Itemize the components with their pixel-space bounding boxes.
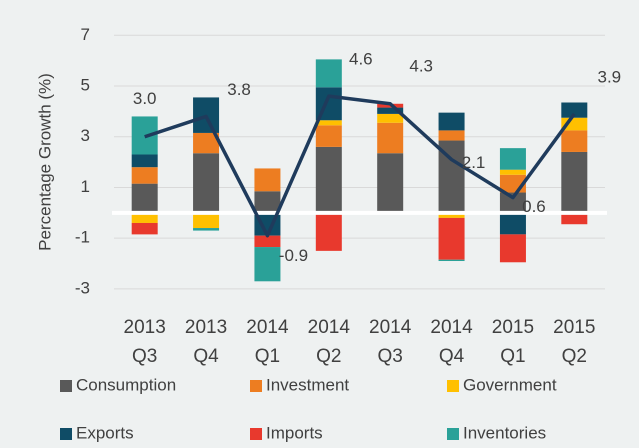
x-tick-label: Q1 [500,346,525,367]
bar-segment [561,212,588,225]
legend-swatch [250,380,262,392]
bar-segment [315,125,342,147]
bar-segment [315,146,342,213]
bar-segment [131,212,158,223]
bar-segment [438,130,465,141]
bar-segment [561,130,588,152]
bar-segment [377,113,404,123]
bar-segment [438,112,465,131]
bar-segment [499,192,526,213]
data-label: 4.3 [409,56,433,75]
bar-segment [499,234,526,263]
y-tick-label: 7 [81,25,90,44]
bar-segment [131,222,158,235]
bar-segment [438,212,465,218]
data-label: 3.8 [227,80,251,99]
bar-segment [377,107,404,114]
bar-segment [499,212,526,235]
x-tick-label: 2013 [124,317,166,338]
x-tick-label: 2014 [246,317,289,338]
legend-swatch [60,380,72,392]
legend-label: Investment [266,375,349,394]
x-tick-label: 2013 [185,317,227,338]
bar-segment [438,259,465,262]
bar-segment [315,59,342,88]
legend-label: Imports [266,423,323,442]
legend-label: Inventories [463,423,546,442]
line [144,94,576,238]
x-tick-label: Q4 [193,346,219,367]
x-tick-label: Q2 [316,346,341,367]
x-tick-label: Q1 [255,346,280,367]
y-tick-label: 5 [81,75,90,94]
bar-segment [131,167,158,184]
bar-segment [254,168,281,192]
bar-segment [131,183,158,213]
data-label: 2.1 [462,153,486,172]
bar-segment [131,154,158,168]
y-axis-label: Percentage Growth (%) [35,73,54,251]
data-label: 3.9 [597,67,621,86]
data-label: -0.9 [279,246,308,265]
bar-segment [315,120,342,126]
bar-segment [193,153,220,213]
x-tick-label: Q4 [439,346,465,367]
bar-segment [254,247,281,282]
bar-segment [254,235,281,248]
bar-segment [377,122,404,154]
y-tick-label: -3 [75,278,90,297]
bar-segment [561,102,588,118]
bar-segment [193,228,220,231]
x-tick-label: 2015 [553,317,595,338]
x-tick-label: Q3 [132,346,157,367]
y-tick-label: 3 [81,126,90,145]
y-tick-label: -1 [75,228,90,247]
y-tick-label: 1 [81,177,90,196]
bar-segment [499,169,526,175]
bar-segment [315,212,342,251]
x-tick-label: 2015 [492,317,534,338]
x-tick-label: 2014 [430,317,473,338]
bar-segment [193,132,220,154]
data-label: 4.6 [349,50,373,69]
x-tick-label: 2014 [308,317,351,338]
data-label: 3.0 [133,89,157,108]
legend-swatch [447,380,459,392]
data-label: 0.6 [522,197,546,216]
bar-segment [254,191,281,213]
legend-swatch [447,428,459,440]
legend-label: Government [463,375,557,394]
bar-segment [193,212,220,229]
legend-swatch [60,428,72,440]
bar-segment [377,153,404,213]
x-tick-label: Q3 [378,346,403,367]
bar-segment [499,148,526,170]
bar-segment [561,151,588,213]
x-tick-label: Q2 [562,346,587,367]
bar-segment [438,217,465,260]
x-tick-label: 2014 [369,317,412,338]
legend-label: Exports [76,423,134,442]
legend-swatch [250,428,262,440]
legend-label: Consumption [76,375,176,394]
